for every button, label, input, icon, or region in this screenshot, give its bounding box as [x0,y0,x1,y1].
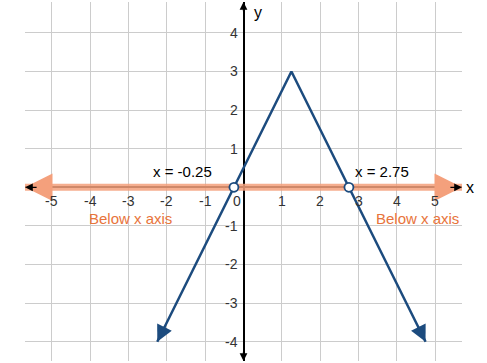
svg-text:-2: -2 [160,193,173,209]
svg-text:x: x [466,179,474,196]
svg-text:x = 2.75: x = 2.75 [355,163,409,180]
svg-text:-3: -3 [225,295,238,311]
svg-text:4: 4 [230,25,238,41]
svg-text:-4: -4 [84,193,97,209]
svg-text:4: 4 [393,193,401,209]
svg-text:y: y [254,4,262,21]
svg-text:Below x axis: Below x axis [376,210,459,227]
svg-text:1: 1 [230,141,238,157]
svg-text:-3: -3 [122,193,135,209]
svg-text:3: 3 [355,193,363,209]
svg-text:3: 3 [230,63,238,79]
svg-text:0: 0 [233,193,241,209]
svg-text:Below x axis: Below x axis [89,210,172,227]
svg-text:-5: -5 [45,193,58,209]
svg-text:-1: -1 [225,218,238,234]
svg-text:-2: -2 [225,256,238,272]
svg-text:-4: -4 [225,334,238,350]
svg-text:2: 2 [316,193,324,209]
svg-text:x = -0.25: x = -0.25 [153,163,212,180]
svg-text:-1: -1 [199,193,212,209]
svg-text:5: 5 [431,193,439,209]
svg-text:2: 2 [230,102,238,118]
svg-text:1: 1 [278,193,286,209]
